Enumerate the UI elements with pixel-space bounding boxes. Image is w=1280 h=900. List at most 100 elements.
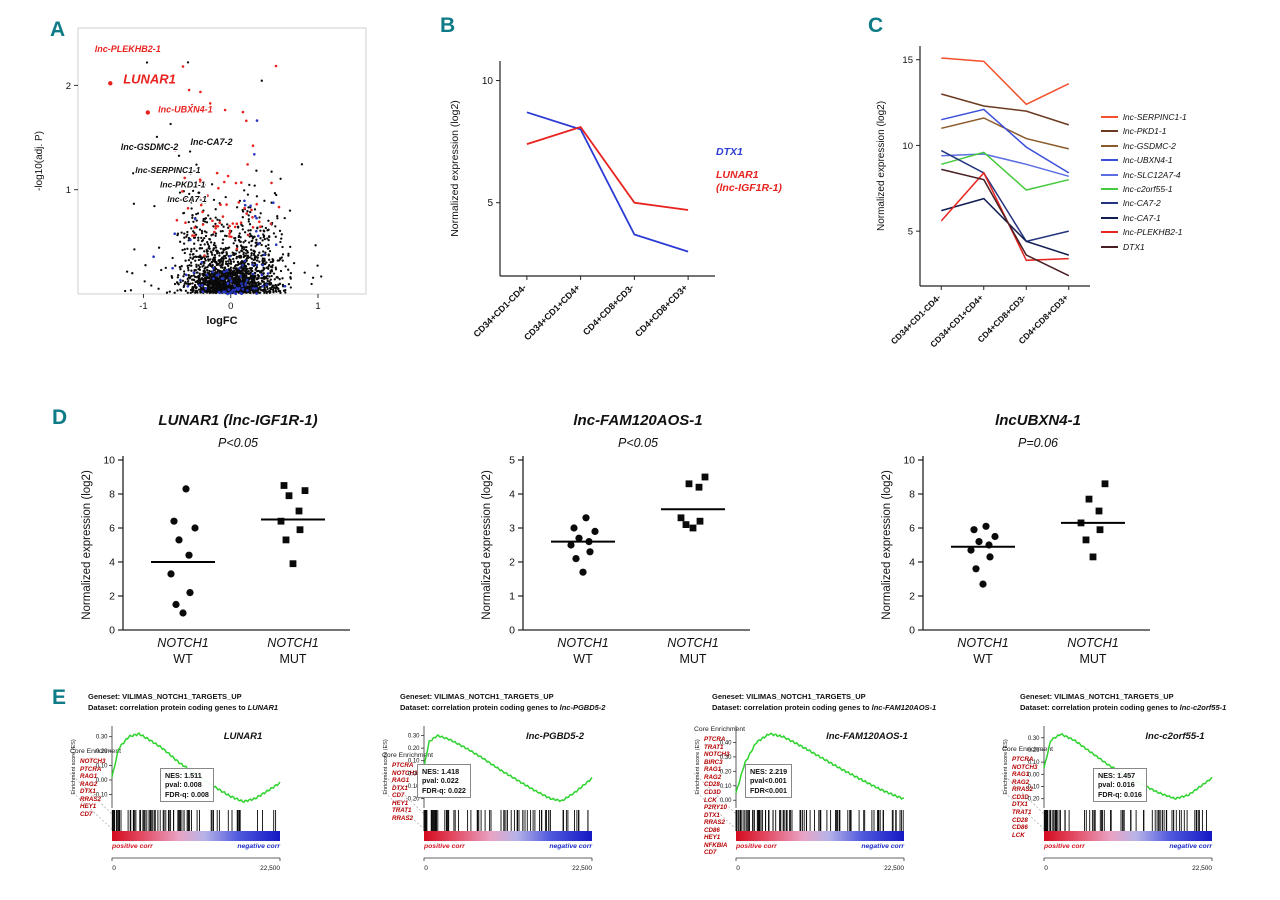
svg-text:0.00: 0.00	[720, 798, 732, 804]
volcano-plot: 1 2 -1 0 1 logFC -log10(adj. P) lnc-PLEKHB2-1 LU…	[34, 27, 367, 327]
svg-text:22,500: 22,500	[260, 865, 280, 872]
group-label-wt: NOTCH1 WT	[943, 636, 1023, 667]
svg-text:0.10: 0.10	[408, 759, 420, 765]
core-gene: NFKBIA	[704, 841, 728, 849]
svg-text:Enrichment score (ES): Enrichment score (ES)	[695, 739, 701, 794]
core-gene: BIRC3	[704, 758, 723, 766]
panel-a-label: A	[50, 18, 66, 41]
dotplot-pvalue: P<0.05	[218, 436, 258, 450]
svg-text:4: 4	[109, 557, 115, 569]
svg-text:Normalized expression (log2): Normalized expression (log2)	[449, 100, 461, 237]
group-gene: NOTCH1	[267, 636, 319, 650]
gsea-dataset: Dataset: correlation protein coding gene…	[712, 703, 1002, 714]
core-gene: TRAT1	[392, 807, 412, 815]
svg-text:0.10: 0.10	[1028, 760, 1040, 766]
svg-text:0.20: 0.20	[96, 749, 108, 755]
group-status: WT	[173, 651, 193, 666]
gsea-header: Geneset: VILIMAS_NOTCH1_TARGETS_UP Datas…	[88, 692, 378, 714]
svg-text:-0.10: -0.10	[94, 792, 108, 798]
core-gene: DTX1	[80, 788, 96, 796]
dotplot-title: lncUBXN4-1	[995, 412, 1081, 429]
core-gene: DTX1	[704, 811, 720, 819]
dotplot-title: LUNAR1 (lnc-IGF1R-1)	[158, 412, 318, 429]
svg-text:22,500: 22,500	[884, 865, 904, 872]
gsea-dataset-gene: LUNAR1	[247, 702, 279, 712]
gsea-fdr: FDR-q: 0.016	[1098, 789, 1142, 799]
core-gene: RAG2	[704, 773, 722, 781]
core-enrichment-label: Core Enrichment	[694, 726, 745, 733]
svg-text:3: 3	[509, 523, 515, 535]
dotplot-fam120aos: 0 1 2 3 4 5 Normalized expression (log2)	[481, 455, 750, 637]
core-gene: RAG1	[80, 773, 98, 781]
gsea-stats: NES: 1.457 pval: 0.016 FDR-q: 0.016	[1093, 768, 1147, 803]
svg-text:1: 1	[66, 185, 71, 196]
svg-text:0.30: 0.30	[408, 734, 420, 740]
gsea-header: Geneset: VILIMAS_NOTCH1_TARGETS_UP Datas…	[712, 692, 1002, 714]
gsea-fdr: FDR-q: 0.022	[422, 785, 466, 795]
gsea-dataset-prefix: Dataset: correlation protein coding gene…	[1020, 702, 1180, 712]
svg-text:0: 0	[509, 625, 515, 637]
gsea-fdr: FDR-q: 0.008	[165, 789, 209, 799]
core-gene: RRAS2	[80, 795, 101, 803]
gsea-geneset: Geneset: VILIMAS_NOTCH1_TARGETS_UP	[88, 692, 242, 701]
gsea-geneset: Geneset: VILIMAS_NOTCH1_TARGETS_UP	[400, 692, 554, 701]
core-gene: PTCRA	[1012, 756, 1034, 763]
svg-text:lnc-CA7-2: lnc-CA7-2	[191, 137, 233, 147]
svg-text:Normalized expression (log2): Normalized expression (log2)	[881, 470, 893, 620]
svg-text:0: 0	[909, 625, 915, 637]
gsea-plot: 0.30 0.20 0.10 0.00 -0.10 -0.20 Enrichment sco…	[381, 726, 593, 872]
dotplot-pvalue: P<0.05	[618, 436, 658, 450]
gsea-pval: pval: 0.022	[422, 776, 459, 786]
legend-item: lnc-GSDMC-2	[1101, 141, 1187, 151]
gsea-nes: NES: 1.511	[165, 771, 202, 780]
core-gene: NOTCH3	[80, 758, 106, 765]
positive-corr-label: positive corr	[424, 843, 465, 850]
svg-text:0.30: 0.30	[720, 755, 732, 761]
group-status: WT	[573, 651, 593, 666]
svg-text:0.00: 0.00	[96, 778, 108, 784]
core-gene: CD7	[704, 849, 717, 857]
core-gene: CD28	[704, 781, 720, 789]
core-gene: CD28	[1012, 816, 1028, 824]
gsea-nes: NES: 2.219	[750, 767, 788, 776]
svg-text:Enrichment score (ES): Enrichment score (ES)	[383, 739, 389, 794]
panel-c-legend: lnc-SERPINC1-1 lnc-PKD1-1 lnc-GSDMC-2 lnc-U…	[1101, 112, 1187, 256]
svg-text:0: 0	[112, 865, 116, 872]
gsea-pval: pval: 0.016	[1098, 780, 1135, 790]
gsea-pval: pval<0.001	[750, 776, 787, 786]
gsea-header: Geneset: VILIMAS_NOTCH1_TARGETS_UP Datas…	[1020, 692, 1280, 714]
core-gene: CD7	[392, 792, 405, 800]
svg-text:-0.20: -0.20	[1026, 797, 1040, 803]
svg-text:lnc-UBXN4-1: lnc-UBXN4-1	[158, 104, 213, 114]
dotplot-ubxn4: 0 2 4 6 8 10 Normalized expression (log2)	[881, 455, 1150, 637]
svg-text:2: 2	[909, 591, 915, 603]
svg-text:0: 0	[109, 625, 115, 637]
core-gene: TRAT1	[704, 743, 724, 751]
core-gene: CD86	[704, 826, 720, 834]
group-status: MUT	[1079, 651, 1107, 666]
gsea-dataset-gene: lnc-c2orf55-1	[1179, 702, 1227, 712]
svg-text:6: 6	[109, 523, 115, 535]
negative-corr-label: negative corr	[549, 843, 592, 850]
gsea-fdr: FDR<0.001	[750, 785, 787, 795]
core-genes-list: PTCRA NOTCH3 RAG1 RAG2 RRAS2 CD3D DTX1 TRAT1 CD2…	[1012, 756, 1037, 839]
core-gene: DTX1	[1012, 801, 1028, 809]
group-gene: NOTCH1	[557, 636, 609, 650]
core-gene: TRAT1	[1012, 808, 1032, 816]
svg-text:4: 4	[509, 489, 515, 501]
svg-text:0.00: 0.00	[408, 771, 420, 777]
svg-text:0: 0	[424, 865, 428, 872]
core-gene: P2RY10	[704, 804, 727, 812]
gsea-dataset: Dataset: correlation protein coding gene…	[1020, 703, 1280, 714]
svg-text:CD4+CD8+CD3+: CD4+CD8+CD3+	[633, 282, 689, 338]
svg-text:0.30: 0.30	[1028, 736, 1040, 742]
svg-text:-0.20: -0.20	[406, 796, 420, 802]
svg-text:CD4+CD8+CD3-: CD4+CD8+CD3-	[581, 282, 636, 337]
positive-corr-label: positive corr	[1044, 843, 1085, 850]
group-gene: NOTCH1	[157, 636, 209, 650]
gsea-geneset: Geneset: VILIMAS_NOTCH1_TARGETS_UP	[1020, 692, 1174, 701]
svg-text:0.20: 0.20	[1028, 748, 1040, 754]
gsea-dataset: Dataset: correlation protein coding gene…	[88, 703, 378, 714]
gsea-plot: 0.40 0.30 0.20 0.10 0.00 Enrichment score (ES…	[693, 726, 905, 872]
